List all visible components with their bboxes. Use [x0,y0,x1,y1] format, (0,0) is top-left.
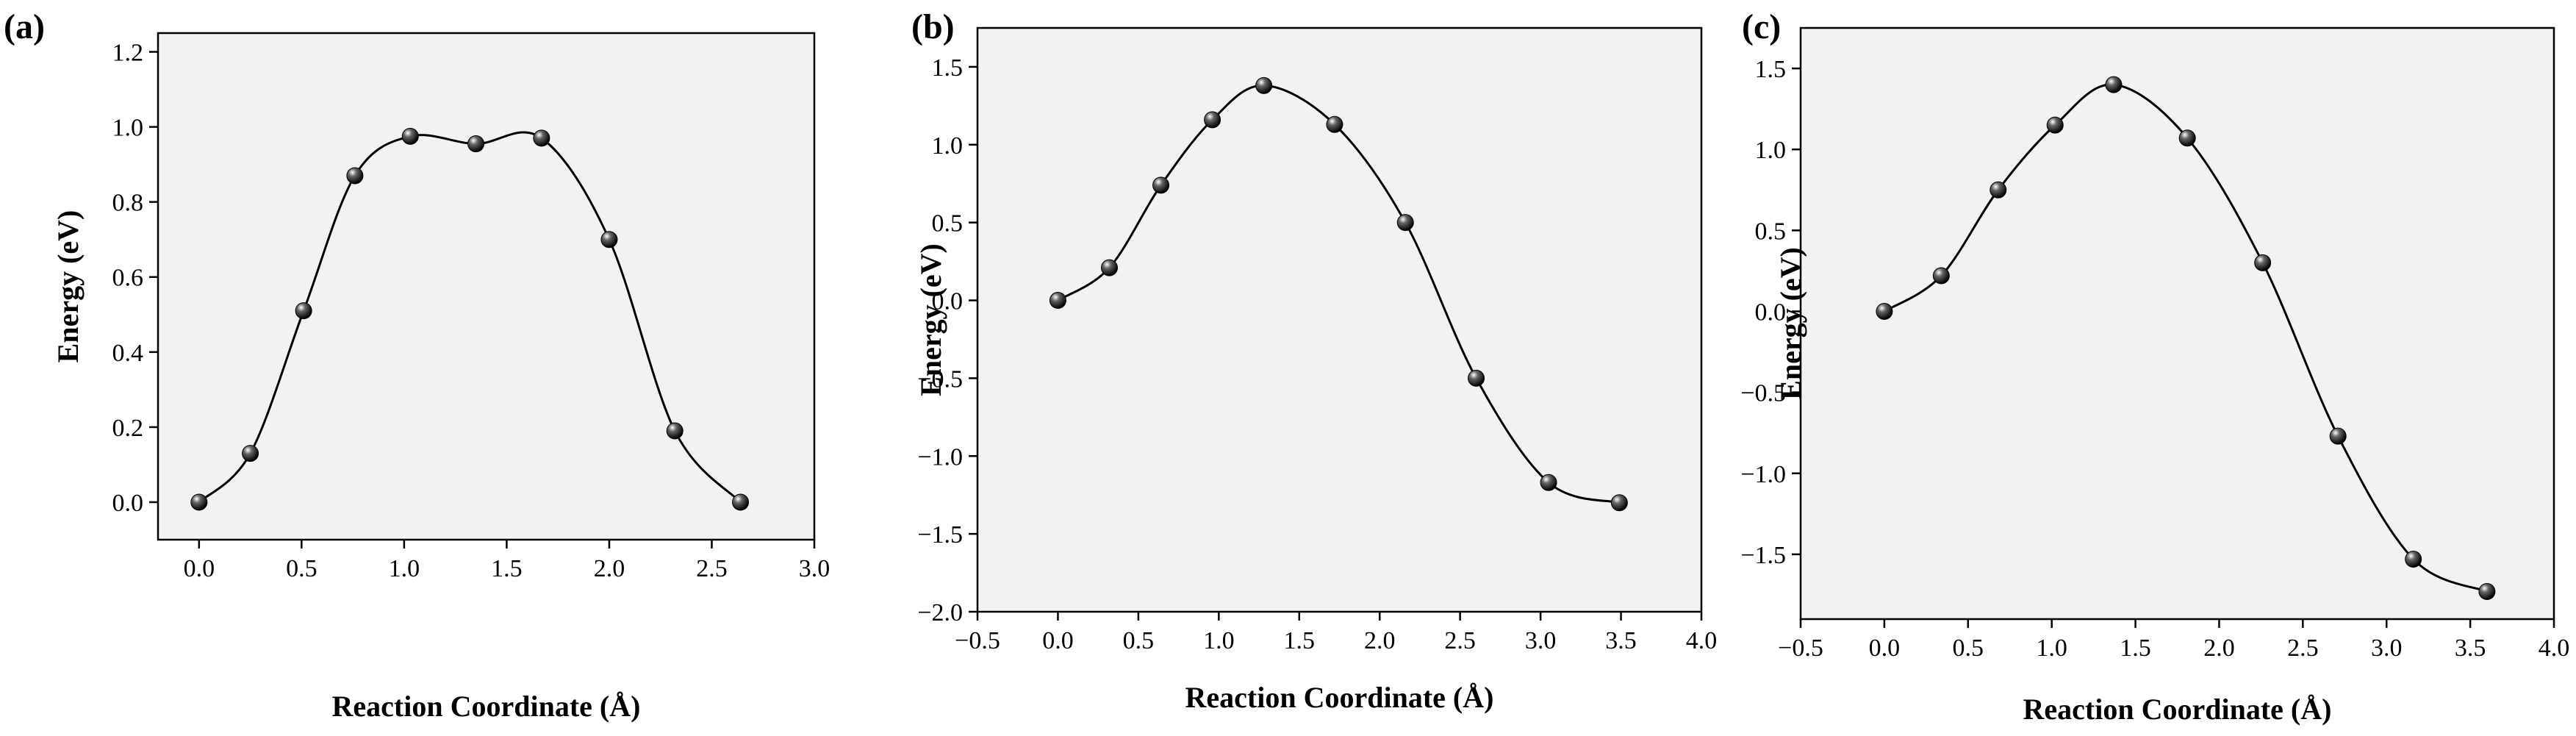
y-tick-label: 0.0 [932,288,964,315]
data-point [242,445,259,462]
data-point [1876,302,1893,320]
x-tick-label: 1.0 [2036,635,2067,662]
x-tick-label: 0.0 [1869,635,1901,662]
y-tick-label: 0.5 [1755,218,1787,245]
x-tick-label: 1.0 [1203,627,1235,654]
x-tick-label: 0.5 [286,555,317,582]
y-tick-label: 0.5 [932,210,964,237]
data-point [2254,254,2272,271]
chart-panel-0: (a) 0.0 0.5 1.0 1.5 2.0 2.5 3.0 0.0 0.2 0.4 0.6 0.8 1… [4,7,830,723]
x-tick-label: 2.0 [594,555,625,582]
data-point [533,129,550,147]
data-point [2046,116,2064,134]
data-point [1990,181,2007,199]
x-tick-label: 0.5 [1123,627,1155,654]
panel-label: (a) [4,7,45,46]
data-point [1049,292,1066,310]
data-point [401,127,419,145]
y-axis-title: Energy (eV) [1774,247,1807,400]
y-tick-label: 1.2 [112,40,144,67]
data-point [1326,115,1343,133]
x-tick-label: 3.5 [1605,627,1637,654]
plot-area [157,32,816,541]
x-tick-label: 3.0 [1525,627,1557,654]
data-point [2329,427,2347,445]
x-tick-label: 3.0 [799,555,830,582]
data-point [666,422,684,440]
x-tick-label: 2.5 [2287,635,2319,662]
data-point [1932,267,1950,285]
panel-label: (b) [911,7,955,46]
x-tick-label: 2.5 [696,555,728,582]
y-tick-label: −0.5 [1740,380,1786,407]
data-point [600,231,618,249]
x-axis-title: Reaction Coordinate (Å) [2023,693,2332,726]
y-tick-label: −1.0 [917,443,963,471]
data-point [2478,583,2496,601]
data-point [2405,550,2422,568]
x-tick-label: 4.0 [1686,627,1718,654]
y-tick-label: 0.2 [112,415,144,442]
panel-label: (c) [1742,7,1781,46]
x-tick-label: 2.0 [1364,627,1396,654]
y-axis-title: Energy (eV) [914,243,947,396]
y-tick-label: 0.0 [1755,299,1787,326]
plot-area [976,26,1703,613]
data-point [295,302,312,320]
x-axis-title: Reaction Coordinate (Å) [332,690,641,723]
data-point [1540,474,1557,491]
x-tick-label: 4.0 [2539,635,2570,662]
data-point [732,493,750,511]
data-point [1100,259,1118,276]
x-tick-label: 1.5 [1284,627,1316,654]
y-tick-label: −0.5 [917,365,963,393]
y-tick-label: 1.5 [1755,56,1787,83]
chart-panel-2: (c) −0.5 0.0 0.5 1.0 1.5 2.0 2.5 3.0 3.5 4.0 −1.5 −1… [1740,7,2569,726]
x-tick-label: 2.5 [1444,627,1476,654]
data-point [1255,76,1273,94]
y-tick-label: −2.0 [917,599,963,626]
y-tick-label: 0.0 [112,490,144,517]
data-point [1610,494,1628,512]
x-tick-label: 1.5 [491,555,523,582]
y-tick-label: 0.4 [112,340,144,367]
x-tick-label: 0.5 [1953,635,1984,662]
data-point [1204,111,1221,129]
x-axis-title: Reaction Coordinate (Å) [1185,681,1494,714]
x-tick-label: 2.0 [2203,635,2235,662]
y-tick-label: 1.0 [1755,137,1787,164]
x-tick-label: −0.5 [955,627,1000,654]
data-point [467,135,485,153]
y-tick-label: 0.6 [112,265,144,292]
plot-area [1799,26,2555,621]
x-tick-label: 1.5 [2120,635,2151,662]
data-point [1468,369,1485,387]
y-tick-label: −1.0 [1740,461,1786,488]
y-tick-label: −1.5 [917,521,963,549]
data-point [2105,76,2123,93]
x-tick-label: 1.0 [389,555,420,582]
x-tick-label: 3.0 [2371,635,2403,662]
y-tick-label: 0.8 [112,190,144,217]
y-tick-label: 1.0 [112,115,144,142]
data-point [2178,129,2196,147]
data-point [190,493,208,511]
data-point [1396,214,1414,232]
x-tick-label: −0.5 [1778,635,1823,662]
y-tick-label: −1.5 [1740,542,1786,569]
x-tick-label: 0.0 [184,555,215,582]
x-tick-label: 0.0 [1042,627,1074,654]
x-tick-label: 3.5 [2455,635,2486,662]
y-axis-title: Energy (eV) [51,210,85,363]
energy-curve [198,131,742,504]
data-point [1152,176,1170,194]
y-tick-label: 1.5 [932,54,964,82]
chart-panel-1: (b) −0.5 0.0 0.5 1.0 1.5 2.0 2.5 3.0 3.5 4.0 −2.0 −1… [911,7,1717,714]
y-tick-label: 1.0 [932,132,964,160]
data-point [346,167,364,185]
